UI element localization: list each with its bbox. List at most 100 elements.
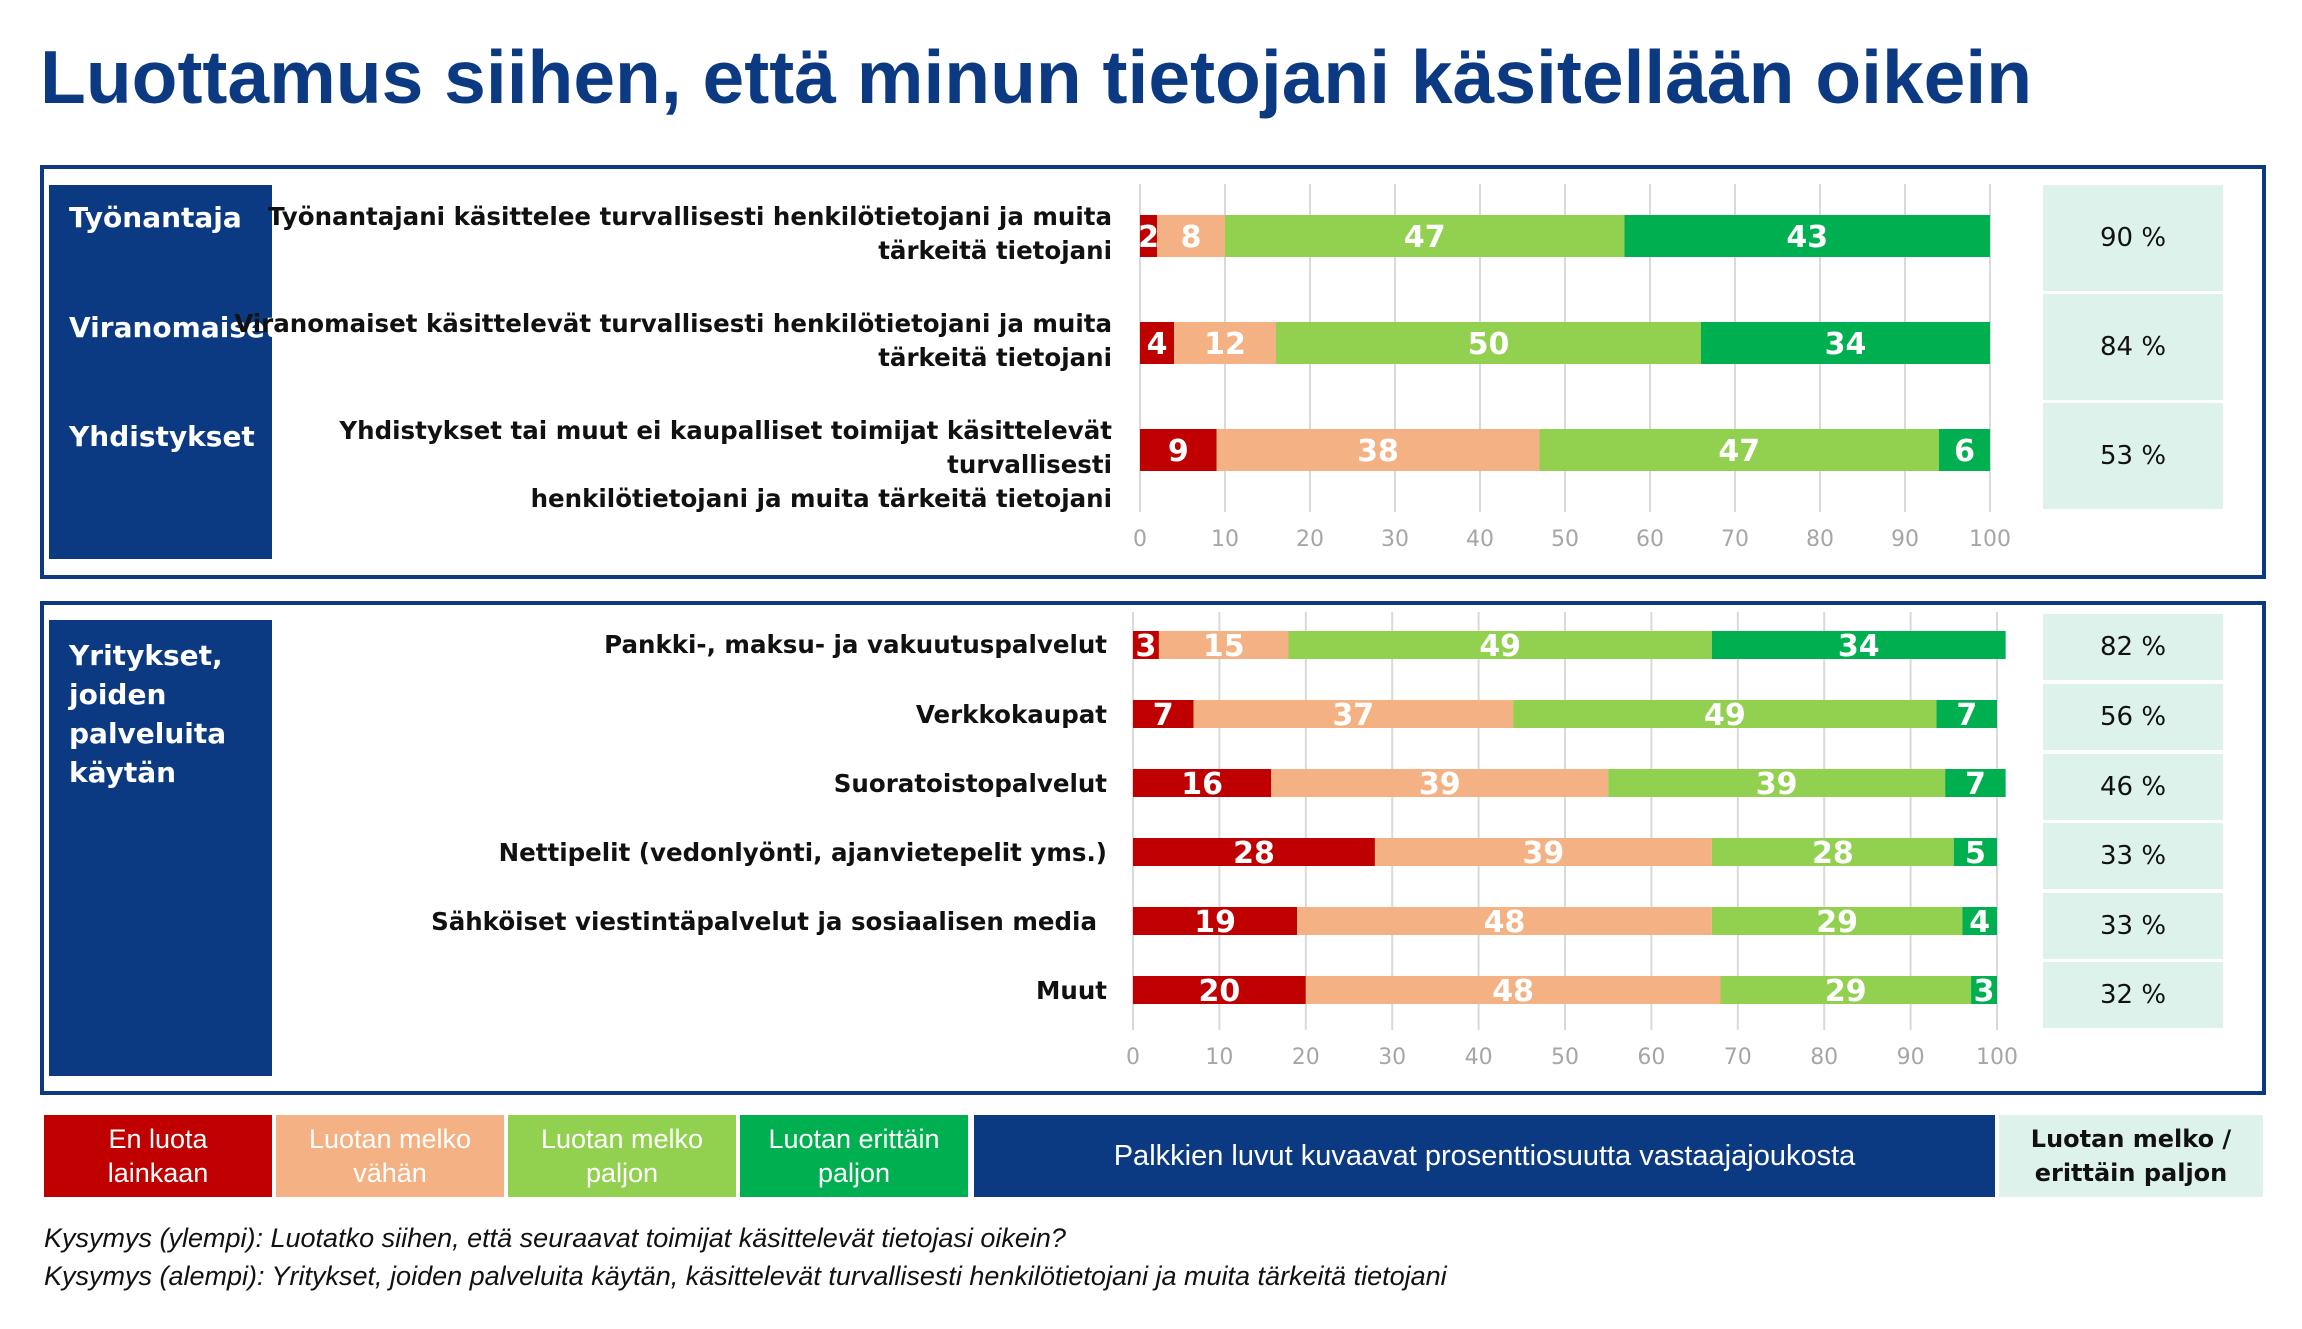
bar-segment <box>1140 429 1217 471</box>
bar-segment <box>1297 907 1712 935</box>
x-tick-label: 30 <box>1378 1045 1406 1070</box>
x-tick-label: 60 <box>1636 527 1664 552</box>
data-label: 7 <box>1153 698 1174 733</box>
x-tick-label: 20 <box>1296 527 1324 552</box>
top-panel <box>40 165 2266 579</box>
total-percentage: 82 % <box>2043 614 2223 680</box>
bar-segment <box>1711 907 1963 935</box>
x-tick-label: 50 <box>1551 1045 1579 1070</box>
category-label-tyonantaja: Työnantaja <box>69 201 242 234</box>
total-percentage: 46 % <box>2043 754 2223 820</box>
total-percentage: 84 % <box>2043 294 2223 400</box>
bar-segment <box>1193 700 1514 728</box>
data-label: 20 <box>1199 974 1241 1009</box>
question-label: Muut <box>1036 976 1107 1005</box>
footnote-upper: Kysymys (ylempi): Luotatko siihen, että … <box>44 1223 1066 1253</box>
data-label: 29 <box>1825 974 1867 1009</box>
bar-segment <box>1133 976 1306 1004</box>
data-label: 48 <box>1492 974 1534 1009</box>
data-label: 15 <box>1203 629 1245 664</box>
category-label-viranomaiset: Viranomaiset <box>69 311 279 344</box>
data-label: 16 <box>1181 767 1223 802</box>
bar-segment <box>1711 838 1954 866</box>
x-tick-label: 60 <box>1637 1045 1665 1070</box>
legend-melko-paljon: Luotan melko paljon <box>508 1115 736 1197</box>
data-label: 38 <box>1357 434 1399 469</box>
category-label-line: käytän <box>69 756 177 789</box>
bar-segment <box>1288 631 1712 659</box>
bar-segment <box>1225 215 1625 257</box>
bottom-panel <box>40 601 2266 1095</box>
bar-segment <box>1305 976 1721 1004</box>
x-tick-label: 100 <box>1976 1045 2018 1070</box>
question-label: Yhdistykset tai muut ei kaupalliset toim… <box>339 416 1112 513</box>
data-label: 12 <box>1204 327 1246 362</box>
bar-segment <box>1276 322 1701 364</box>
question-label: Työnantajani käsittelee turvallisesti he… <box>268 202 1112 265</box>
bar-segment <box>1133 700 1194 728</box>
legend-en-luota: En luota lainkaan <box>44 1115 272 1197</box>
data-label: 50 <box>1468 327 1510 362</box>
data-label: 4 <box>1147 327 1168 362</box>
page-title: Luottamus siihen, että minun tietojani k… <box>40 35 2033 119</box>
data-label: 43 <box>1786 220 1828 255</box>
x-tick-label: 100 <box>1969 527 2011 552</box>
footnote-lower: Kysymys (alempi): Yritykset, joiden palv… <box>44 1261 1447 1291</box>
bar-segment <box>1971 976 1997 1004</box>
bottom-category-box: Yritykset, joiden palveluita käytän <box>49 620 272 1076</box>
bar-segment <box>1133 769 1272 797</box>
data-label: 4 <box>1969 905 1990 940</box>
bar-segment <box>1140 215 1157 257</box>
x-tick-label: 90 <box>1897 1045 1925 1070</box>
x-tick-label: 10 <box>1205 1045 1233 1070</box>
data-label: 2 <box>1138 220 1159 255</box>
bar-segment <box>1936 700 1997 728</box>
data-label: 34 <box>1838 629 1880 664</box>
x-tick-label: 70 <box>1721 527 1749 552</box>
bar-segment <box>1624 215 1990 257</box>
bar-segment <box>1945 769 2006 797</box>
total-percentage: 32 % <box>2043 962 2223 1028</box>
data-label: 48 <box>1484 905 1526 940</box>
legend-note: Palkkien luvut kuvaavat prosenttiosuutta… <box>974 1115 1995 1197</box>
data-label: 47 <box>1718 434 1760 469</box>
x-tick-label: 70 <box>1724 1045 1752 1070</box>
data-label: 29 <box>1816 905 1858 940</box>
data-label: 8 <box>1181 220 1202 255</box>
data-label: 9 <box>1168 434 1189 469</box>
bar-segment <box>1158 631 1289 659</box>
bar-segment <box>1720 976 1972 1004</box>
legend-melko-vahan: Luotan melko vähän <box>276 1115 504 1197</box>
total-percentage: 56 % <box>2043 684 2223 750</box>
bar-segment <box>1174 322 1276 364</box>
x-tick-label: 20 <box>1292 1045 1320 1070</box>
question-label: Viranomaiset käsittelevät turvallisesti … <box>234 309 1112 372</box>
data-label: 3 <box>1136 629 1157 664</box>
bar-segment <box>1133 631 1159 659</box>
bar-segment <box>1216 429 1540 471</box>
data-label: 6 <box>1954 434 1975 469</box>
data-label: 5 <box>1965 836 1986 871</box>
question-label: Sähköiset viestintäpalvelut ja sosiaalis… <box>431 907 1097 936</box>
data-label: 49 <box>1479 629 1521 664</box>
data-label: 7 <box>1965 767 1986 802</box>
top-category-box: Työnantaja Viranomaiset Yhdistykset <box>49 185 278 559</box>
x-tick-label: 80 <box>1806 527 1834 552</box>
bar-segment <box>1962 907 1997 935</box>
bar-segment <box>1701 322 1990 364</box>
bar-segment <box>1157 215 1225 257</box>
category-label-yhdistykset: Yhdistykset <box>69 420 255 453</box>
data-label: 34 <box>1825 327 1867 362</box>
x-tick-label: 10 <box>1211 527 1239 552</box>
x-tick-label: 0 <box>1133 527 1147 552</box>
bar-segment <box>1939 429 1990 471</box>
data-label: 39 <box>1756 767 1798 802</box>
x-tick-label: 40 <box>1466 527 1494 552</box>
category-label-line: Yritykset, <box>69 639 223 672</box>
bar-segment <box>1513 700 1937 728</box>
total-percentage: 33 % <box>2043 893 2223 959</box>
question-label: Nettipelit (vedonlyönti, ajanvietepelit … <box>498 838 1107 867</box>
data-label: 28 <box>1233 836 1275 871</box>
legend-total-key: Luotan melko / erittäin paljon <box>1999 1115 2263 1197</box>
